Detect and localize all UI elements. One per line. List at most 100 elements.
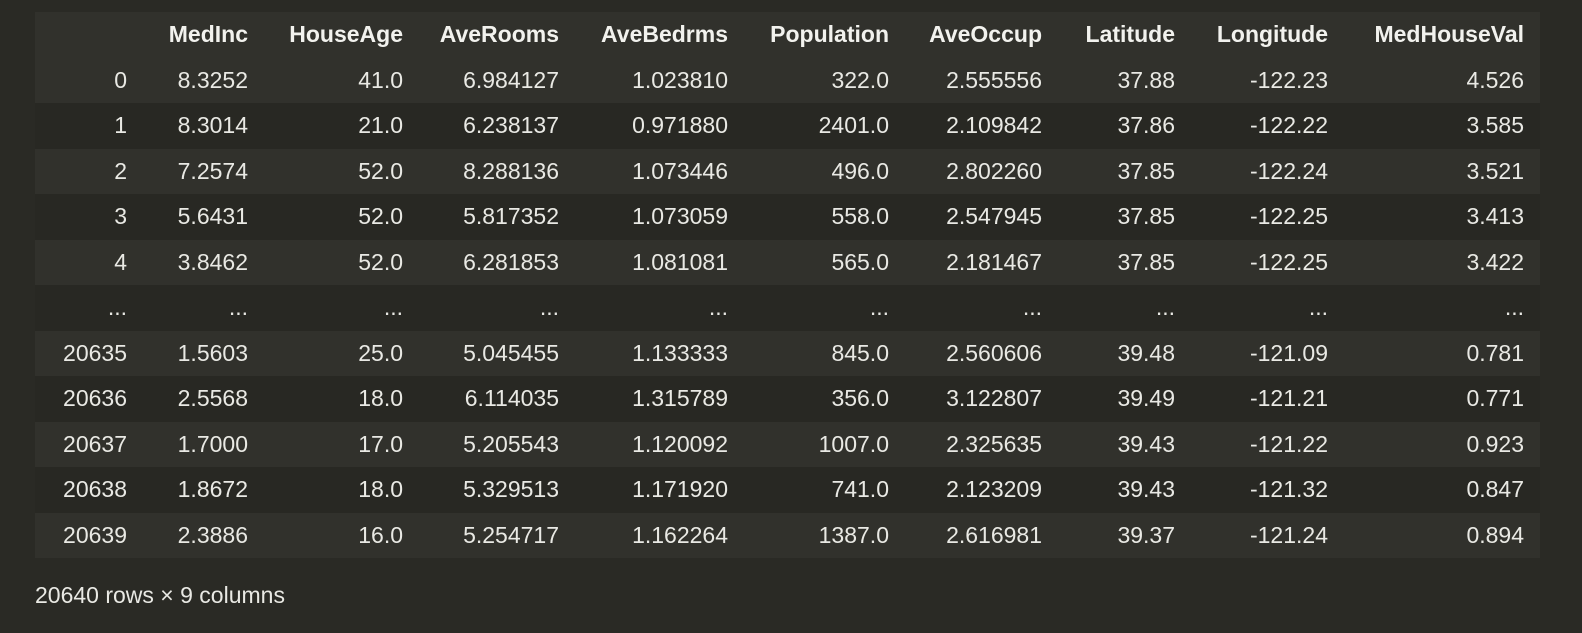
table-cell: 18.0 [358, 476, 403, 503]
row-index: 4 [114, 248, 127, 275]
table-cell: 2.616981 [946, 521, 1042, 548]
column-header: Population [770, 21, 889, 48]
table-cell: ... [1022, 294, 1042, 321]
table-cell: 3.422 [1466, 248, 1524, 275]
table-cell: 6.238137 [463, 112, 559, 139]
table-cell: -122.25 [1249, 248, 1328, 275]
table-cell: 17.0 [358, 430, 403, 457]
table-cell: 6.984127 [463, 66, 559, 93]
table-cell: -121.09 [1249, 339, 1328, 366]
table-cell: 5.329513 [463, 476, 559, 503]
table-cell: 41.0 [358, 66, 403, 93]
table-cell: -122.23 [1249, 66, 1328, 93]
table-cell: 2.555556 [946, 66, 1042, 93]
table-cell: 4.526 [1466, 66, 1524, 93]
table-cell: 21.0 [358, 112, 403, 139]
table-cell: 1.073446 [632, 157, 728, 184]
column-header: AveOccup [929, 21, 1042, 48]
table-cell: 37.86 [1117, 112, 1175, 139]
table-cell: 2.3886 [177, 521, 248, 548]
table-row: 20635 1.5603 25.0 5.045455 1.133333 845.0 2.56… [35, 330, 1540, 376]
table-cell: 1387.0 [818, 521, 889, 548]
table-cell: 2.802260 [946, 157, 1042, 184]
column-header: MedHouseVal [1374, 21, 1524, 48]
table-cell: 1.073059 [632, 203, 728, 230]
table-cell: 1.162264 [632, 521, 728, 548]
table-cell: 3.122807 [946, 385, 1042, 412]
table-row: 2 7.2574 52.0 8.288136 1.073446 496.0 2.802260… [35, 148, 1540, 194]
table-cell: 8.3252 [177, 66, 248, 93]
row-index: ... [107, 294, 127, 321]
table-cell: 52.0 [358, 248, 403, 275]
table-cell: 0.847 [1466, 476, 1524, 503]
table-cell: 37.85 [1117, 203, 1175, 230]
table-cell: 39.49 [1117, 385, 1175, 412]
table-cell: 3.413 [1466, 203, 1524, 230]
table-row: 0 8.3252 41.0 6.984127 1.023810 322.0 2.555556… [35, 57, 1540, 103]
column-header: AveBedrms [601, 21, 728, 48]
column-header: MedInc [168, 21, 248, 48]
table-cell: 1.081081 [632, 248, 728, 275]
table-cell: -121.32 [1249, 476, 1328, 503]
row-index: 20636 [63, 385, 127, 412]
table-cell: 2401.0 [818, 112, 889, 139]
table-cell: 37.85 [1117, 248, 1175, 275]
row-index: 3 [114, 203, 127, 230]
table-cell: -121.22 [1249, 430, 1328, 457]
table-cell: 558.0 [831, 203, 889, 230]
table-cell: -121.24 [1249, 521, 1328, 548]
row-index: 20638 [63, 476, 127, 503]
table-cell: 1.8672 [177, 476, 248, 503]
table-cell: 322.0 [831, 66, 889, 93]
table-cell: 2.325635 [946, 430, 1042, 457]
table-cell: ... [539, 294, 559, 321]
dataframe-output: MedInc HouseAge AveRooms AveBedrms Populatio… [35, 12, 1540, 558]
table-cell: 2.5568 [177, 385, 248, 412]
table-row: 4 3.8462 52.0 6.281853 1.081081 565.0 2.181467… [35, 239, 1540, 285]
table-cell: ... [708, 294, 728, 321]
table-cell: 39.48 [1117, 339, 1175, 366]
table-cell: 496.0 [831, 157, 889, 184]
table-cell: 0.923 [1466, 430, 1524, 457]
table-cell: 0.971880 [632, 112, 728, 139]
table-row: 20638 1.8672 18.0 5.329513 1.171920 741.0 2.12… [35, 467, 1540, 513]
table-cell: 1.315789 [632, 385, 728, 412]
table-cell: -121.21 [1249, 385, 1328, 412]
dataframe-table: MedInc HouseAge AveRooms AveBedrms Populatio… [35, 12, 1540, 558]
table-cell: 25.0 [358, 339, 403, 366]
row-index: 20639 [63, 521, 127, 548]
row-index: 20635 [63, 339, 127, 366]
table-cell: 6.114035 [464, 385, 559, 412]
table-cell: ... [869, 294, 889, 321]
table-cell: -122.25 [1249, 203, 1328, 230]
table-cell: 37.88 [1117, 66, 1175, 93]
table-cell: 1.5603 [177, 339, 248, 366]
table-cell: 0.894 [1466, 521, 1524, 548]
table-cell: 1.023810 [632, 66, 728, 93]
row-index: 1 [114, 112, 127, 139]
table-cell: 5.6431 [177, 203, 248, 230]
table-cell: 5.205543 [463, 430, 559, 457]
row-index: 0 [114, 66, 127, 93]
table-cell: 16.0 [358, 521, 403, 548]
table-cell: -122.22 [1249, 112, 1328, 139]
table-cell: 1.133333 [632, 339, 728, 366]
table-cell: 37.85 [1117, 157, 1175, 184]
table-cell: 2.109842 [946, 112, 1042, 139]
table-cell: 3.585 [1466, 112, 1524, 139]
table-cell: 7.2574 [177, 157, 248, 184]
table-cell: 2.560606 [946, 339, 1042, 366]
table-cell: 356.0 [831, 385, 889, 412]
table-row: 1 8.3014 21.0 6.238137 0.971880 2401.0 2.10984… [35, 103, 1540, 149]
table-cell: 0.781 [1466, 339, 1524, 366]
table-cell: 1007.0 [818, 430, 889, 457]
table-cell: 8.3014 [177, 112, 248, 139]
table-cell: 0.771 [1466, 385, 1524, 412]
table-header: MedInc HouseAge AveRooms AveBedrms Populatio… [35, 12, 1540, 58]
table-cell: 2.181467 [946, 248, 1042, 275]
table-cell: ... [1308, 294, 1328, 321]
table-cell: 18.0 [358, 385, 403, 412]
table-cell: 5.254717 [463, 521, 559, 548]
table-cell: ... [1504, 294, 1524, 321]
table-cell: 2.547945 [946, 203, 1042, 230]
